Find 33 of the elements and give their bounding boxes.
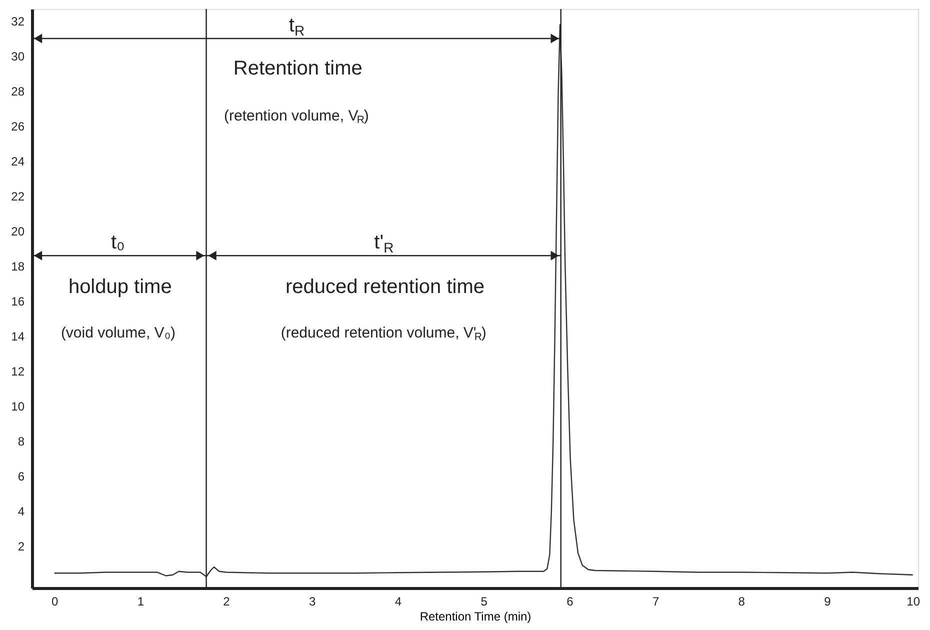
y-tick-label: 14 <box>11 330 25 344</box>
annotation: holdup time <box>68 276 172 298</box>
annotation: reduced retention time <box>285 276 484 298</box>
x-tick-label: 7 <box>652 594 660 608</box>
x-tick-label: 6 <box>566 594 574 608</box>
x-tick-label: 0 <box>51 594 58 608</box>
annotation: t₀ <box>110 232 125 254</box>
y-tick-label: 6 <box>18 470 25 484</box>
y-tick-label: 30 <box>11 50 25 64</box>
y-tick-label: 10 <box>11 400 25 414</box>
annotation: Retention time <box>233 58 362 80</box>
y-tick-label: 8 <box>18 434 25 449</box>
x-tick-label: 4 <box>394 594 402 608</box>
x-tick-label: 5 <box>480 594 488 608</box>
y-tick-label: 4 <box>18 504 25 519</box>
x-tick-label: 10 <box>906 594 920 608</box>
y-tick-label: 2 <box>18 540 25 554</box>
x-tick-label: 1 <box>137 594 144 608</box>
annotation: (void volume, V₀) <box>60 324 176 342</box>
x-tick-label: 2 <box>223 594 230 608</box>
y-tick-label: 22 <box>11 190 25 204</box>
x-tick-label: 3 <box>309 594 316 608</box>
x-tick-label: 9 <box>824 594 832 608</box>
x-tick-label: 8 <box>738 594 746 608</box>
y-tick-label: 24 <box>11 154 25 169</box>
y-tick-label: 18 <box>11 260 25 274</box>
x-axis-title: Retention Time (min) <box>420 610 532 624</box>
y-tick-label: 26 <box>11 120 25 134</box>
y-tick-label: 20 <box>11 224 25 239</box>
y-tick-label: 16 <box>11 294 25 309</box>
y-tick-label: 28 <box>11 84 25 99</box>
y-tick-label: 12 <box>11 364 25 379</box>
y-tick-label: 32 <box>11 14 25 29</box>
